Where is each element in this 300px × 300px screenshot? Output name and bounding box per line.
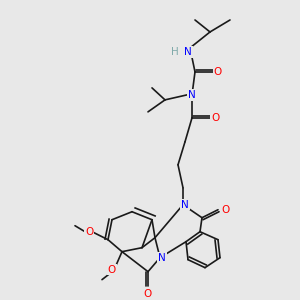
Text: O: O — [144, 289, 152, 298]
Text: N: N — [158, 253, 166, 263]
Text: O: O — [221, 205, 229, 215]
Text: N: N — [184, 47, 192, 57]
Text: O: O — [85, 227, 93, 237]
Text: O: O — [108, 265, 116, 275]
Text: N: N — [188, 90, 196, 100]
Text: N: N — [181, 200, 189, 210]
Text: O: O — [214, 67, 222, 77]
Text: H: H — [171, 47, 179, 57]
Text: O: O — [211, 113, 219, 123]
